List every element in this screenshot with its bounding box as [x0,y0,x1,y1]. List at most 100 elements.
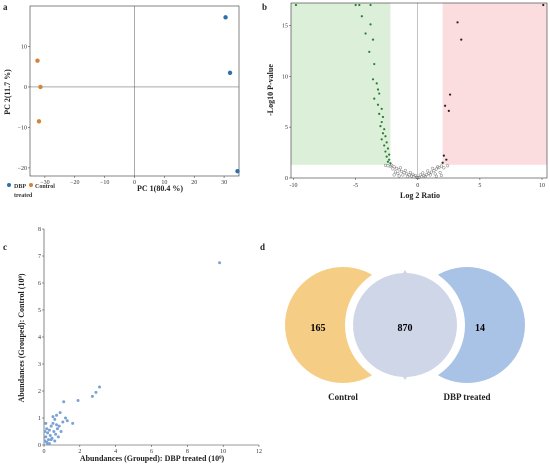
abundance-point [65,419,69,423]
panel-a-x-ticks: −30 −20 −10 0 10 20 30 [40,176,227,186]
volcano-point-ns [395,166,399,170]
venn-dbp-only-count: 14 [475,323,485,334]
volcano-point-ns [397,174,401,178]
panel-b-ylabel: -Log10 P-value [266,64,275,116]
volcano-point-down [381,132,385,135]
legend-dbp-label: DBP [14,184,26,190]
x-tick-label: 30 [221,180,227,186]
volcano-point-down [380,107,383,110]
panel-b-regions [291,3,547,178]
legend-control-marker [29,183,33,187]
panel-a-xlabel: PC 1(80.4 %) [137,184,183,193]
abundance-point [61,420,65,424]
panel-b-x-ticks: -10 -5 0 5 10 [289,178,545,189]
y-tick-label: 0 [285,176,288,182]
pca-point [235,168,240,174]
volcano-point-down [376,88,380,91]
x-tick-label: −20 [70,180,79,186]
pca-point [36,119,42,124]
panel-d: d 165 870 14 Control DBP treated [260,242,525,402]
y-tick-label: −10 [18,125,27,131]
volcano-point-up [456,21,459,24]
volcano-point-down [373,97,376,100]
abundance-point [55,413,59,417]
y-tick-label: 10 [21,44,27,50]
y-tick-label: 5 [285,125,288,131]
volcano-point-ns [405,172,409,176]
volcano-point-down [380,120,383,124]
volcano-point-ns [413,173,417,178]
abundance-point [53,417,57,421]
volcano-point-down [384,135,387,138]
panel-b-points [294,3,545,180]
volcano-point-down [379,125,382,128]
volcano-point-ns [439,164,443,168]
volcano-point-ns [434,167,438,171]
legend-control-label: Control [35,184,55,190]
volcano-point-ns [401,173,405,177]
abundance-point [55,423,59,427]
abundance-point [51,421,55,425]
abundance-point [53,439,57,443]
volcano-point-down [386,147,390,150]
abundance-point [46,438,50,442]
volcano-point-ns [392,173,396,177]
abundance-point [44,435,48,439]
volcano-point-down [378,112,381,116]
abundance-point [58,411,62,415]
volcano-point-down [384,150,387,153]
abundance-point [43,430,47,433]
venn-control-label: Control [328,392,358,402]
volcano-point-ns [386,164,390,168]
volcano-point-ns [400,169,404,173]
volcano-point-ns [432,169,436,173]
x-tick-label: 10 [539,183,545,189]
volcano-point-down [371,38,375,41]
volcano-point-down [383,144,386,147]
abundance-point [218,261,222,265]
abundance-point [76,398,80,402]
volcano-point-down [386,160,390,163]
volcano-point-down [368,50,371,53]
volcano-point-ns [383,163,387,167]
volcano-point-ns [418,173,422,177]
y-tick-label: 2 [38,389,41,395]
volcano-point-ns [391,167,395,171]
abundance-point [46,442,50,446]
legend-dbp-label-2: treated [14,193,33,199]
panel-a-label: a [3,2,8,12]
volcano-point-ns [434,174,438,178]
volcano-point-up [447,109,450,112]
abundance-point [57,424,61,428]
x-tick-label: −30 [40,180,49,186]
abundance-point [62,400,66,404]
y-tick-label: −20 [18,166,27,172]
abundance-point [94,390,98,394]
panel-a-legend: DBP treated Control [7,183,55,199]
x-tick-label: 10 [220,449,226,455]
volcano-point-down [378,92,381,95]
volcano-point-down [376,103,380,106]
volcano-point-ns [438,170,442,174]
panel-c-label: c [3,242,7,252]
x-tick-label: 0 [133,180,136,186]
x-tick-label: 10 [161,180,167,186]
x-tick-label: 8 [186,449,189,455]
volcano-point-down [381,115,385,119]
volcano-point-down [383,128,386,131]
abundance-point [56,435,60,439]
abundance-point [47,428,51,432]
volcano-point-down [369,3,372,7]
y-tick-label: 0 [24,85,27,91]
volcano-point-down [380,138,383,141]
panel-c-xlabel: Abundances (Grouped): DBP treated (10⁹) [80,454,225,463]
volcano-point-ns [442,166,446,170]
y-tick-label: 5 [38,308,41,314]
volcano-point-ns [426,169,430,173]
volcano-point-ns [406,174,410,179]
volcano-point-ns [408,170,412,174]
panel-b-label: b [262,2,267,12]
volcano-point-ns [421,171,425,175]
panel-b-xlabel: Log 2 Ratio [400,191,440,200]
